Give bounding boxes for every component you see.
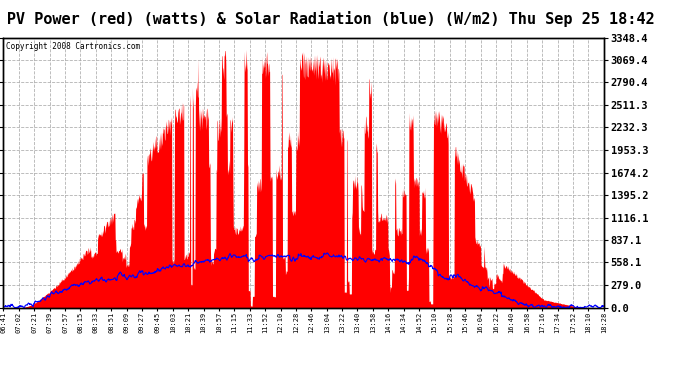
Text: Total PV Power (red) (watts) & Solar Radiation (blue) (W/m2) Thu Sep 25 18:42: Total PV Power (red) (watts) & Solar Rad… xyxy=(0,11,655,27)
Text: Copyright 2008 Cartronics.com: Copyright 2008 Cartronics.com xyxy=(6,42,141,51)
